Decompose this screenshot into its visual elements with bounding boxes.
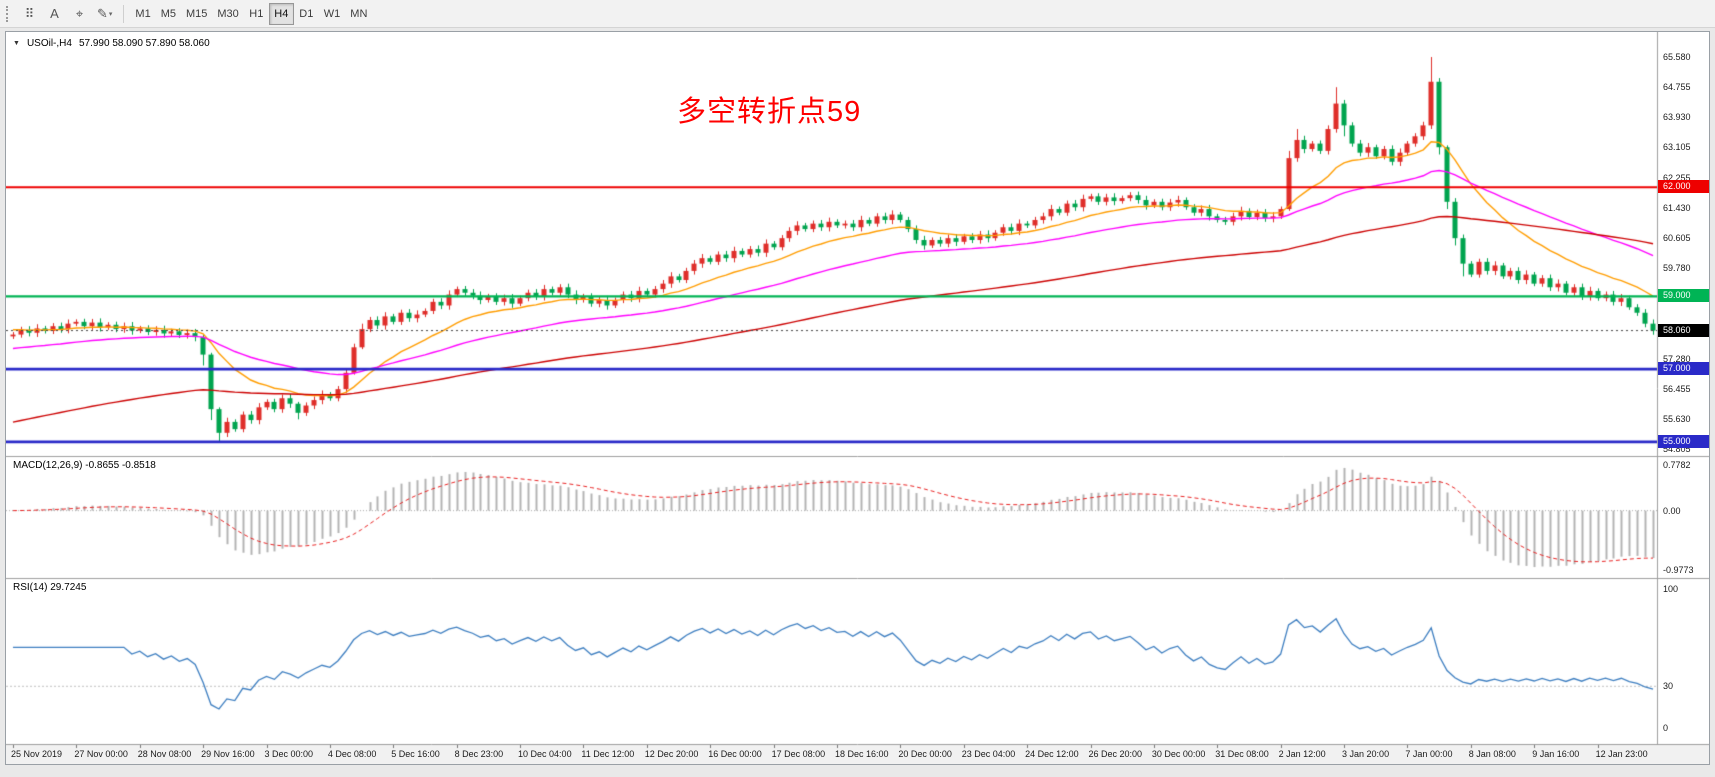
time-axis-label: 24 Dec 12:00 <box>1025 749 1079 759</box>
timeframe-h1-button[interactable]: H1 <box>244 3 269 25</box>
timeframe-buttons-group: M1 M5 M15 M30 H1 H4 D1 W1 MN <box>130 2 372 25</box>
chart-title: ▼ USOil-,H4 57.990 58.090 57.890 58.060 <box>13 38 210 49</box>
price-level-badge: 59.000 <box>1658 289 1709 303</box>
timeframe-d1-button[interactable]: D1 <box>294 3 319 25</box>
price-axis-label: 55.630 <box>1663 413 1691 424</box>
rsi-indicator-label: RSI(14) 29.7245 <box>13 582 87 593</box>
chart-annotation[interactable]: 多空转折点59 <box>677 96 862 128</box>
time-axis-label: 8 Dec 23:00 <box>454 749 504 759</box>
timeframe-w1-button[interactable]: W1 <box>319 3 346 25</box>
time-axis-label: 28 Nov 08:00 <box>137 749 192 759</box>
tool-buttons-group: ⠿ A ⌖ ✎ ▾ <box>17 3 117 25</box>
price-axis-label: 65.580 <box>1663 52 1691 62</box>
time-axis-label: 2 Jan 12:00 <box>1278 749 1326 759</box>
time-axis-label: 30 Dec 00:00 <box>1151 749 1206 759</box>
grid-tool-button[interactable]: ⠿ <box>17 3 42 25</box>
dropdown-caret-icon: ▾ <box>108 10 113 18</box>
time-axis-label: 12 Jan 23:00 <box>1595 749 1648 759</box>
price-axis[interactable]: 65.580 64.755 63.930 63.105 62.255 61.430 60.6… <box>1658 32 1709 744</box>
time-axis-label: 29 Nov 16:00 <box>201 749 255 759</box>
rsi-axis-label: 30 <box>1663 681 1674 692</box>
rsi-axis-label: 100 <box>1663 584 1679 594</box>
time-axis-label: 20 Dec 00:00 <box>898 749 952 759</box>
price-axis-label: 57.280 <box>1663 353 1691 364</box>
time-axis-label: 8 Jan 08:00 <box>1468 749 1516 759</box>
price-level-badge: 57.000 <box>1658 362 1709 376</box>
ohlc-values: 57.990 58.090 57.890 58.060 <box>78 38 210 49</box>
macd-axis-label: 0.7782 <box>1663 460 1691 470</box>
time-axis[interactable]: 25 Nov 2019 27 Nov 00:00 28 Nov 08:00 29 No… <box>6 745 1709 764</box>
price-axis-label: 62.255 <box>1663 172 1691 183</box>
price-axis-label: 61.430 <box>1663 202 1691 213</box>
chart-canvas[interactable] <box>6 32 1709 764</box>
time-axis-label: 3 Jan 20:00 <box>1342 749 1390 759</box>
rsi-axis-label: 0 <box>1663 723 1669 733</box>
crosshair-tool-button[interactable]: ⌖ <box>67 3 92 25</box>
time-axis-label: 25 Nov 2019 <box>10 749 62 759</box>
symbol-marker-icon: ▼ <box>13 40 20 47</box>
timeframe-m15-button[interactable]: M15 <box>181 3 212 25</box>
top-toolbar: ⠿ A ⌖ ✎ ▾ M1 M5 M15 M30 H1 H4 D1 W1 MN <box>0 0 1715 28</box>
timeframe-m30-button[interactable]: M30 <box>212 3 243 25</box>
price-axis-label: 60.605 <box>1663 232 1691 243</box>
time-axis-label: 27 Nov 00:00 <box>74 749 128 759</box>
current-price-badge: 58.060 <box>1658 323 1709 337</box>
price-axis-label: 56.455 <box>1663 383 1691 394</box>
macd-indicator-label: MACD(12,26,9) -0.8655 -0.8518 <box>13 460 156 471</box>
time-axis-label: 4 Dec 08:00 <box>327 749 377 759</box>
symbol-timeframe-label: USOil-,H4 <box>26 38 72 49</box>
time-axis-label: 9 Jan 16:00 <box>1532 749 1580 759</box>
timeframe-m5-button[interactable]: M5 <box>156 3 181 25</box>
time-axis-label: 17 Dec 08:00 <box>771 749 826 759</box>
time-axis-label: 10 Dec 04:00 <box>518 749 572 759</box>
time-axis-label: 26 Dec 20:00 <box>1088 749 1143 759</box>
time-axis-label: 5 Dec 16:00 <box>391 749 440 759</box>
price-axis-label: 63.105 <box>1663 142 1691 153</box>
time-axis-label: 3 Dec 00:00 <box>264 749 314 759</box>
time-axis-label: 11 Dec 12:00 <box>581 749 635 759</box>
draw-tool-button[interactable]: ✎ ▾ <box>92 3 117 25</box>
price-axis-label: 54.805 <box>1663 443 1691 454</box>
timeframe-m1-button[interactable]: M1 <box>130 3 155 25</box>
toolbar-grip[interactable] <box>6 5 12 22</box>
price-level-badge: 62.000 <box>1658 180 1709 194</box>
timeframe-h4-button[interactable]: H4 <box>268 2 294 25</box>
timeframe-mn-button[interactable]: MN <box>345 3 372 25</box>
text-tool-button[interactable]: A <box>42 3 67 25</box>
time-axis-label: 7 Jan 00:00 <box>1405 749 1453 759</box>
macd-axis-label: -0.9773 <box>1663 565 1694 575</box>
toolbar-separator <box>123 4 125 23</box>
macd-axis-label: 0.00 <box>1663 505 1681 516</box>
price-axis-label: 64.755 <box>1663 82 1691 92</box>
time-axis-label: 12 Dec 20:00 <box>644 749 699 759</box>
time-axis-label: 16 Dec 00:00 <box>708 749 762 759</box>
price-axis-label: 59.780 <box>1663 263 1691 273</box>
price-level-badge: 55.000 <box>1658 434 1709 448</box>
price-axis-label: 63.930 <box>1663 112 1691 123</box>
time-axis-label: 31 Dec 08:00 <box>1215 749 1269 759</box>
chart-window: ▼ USOil-,H4 57.990 58.090 57.890 58.060 … <box>5 31 1710 765</box>
time-axis-label: 23 Dec 04:00 <box>961 749 1016 759</box>
time-axis-label: 18 Dec 16:00 <box>834 749 889 759</box>
